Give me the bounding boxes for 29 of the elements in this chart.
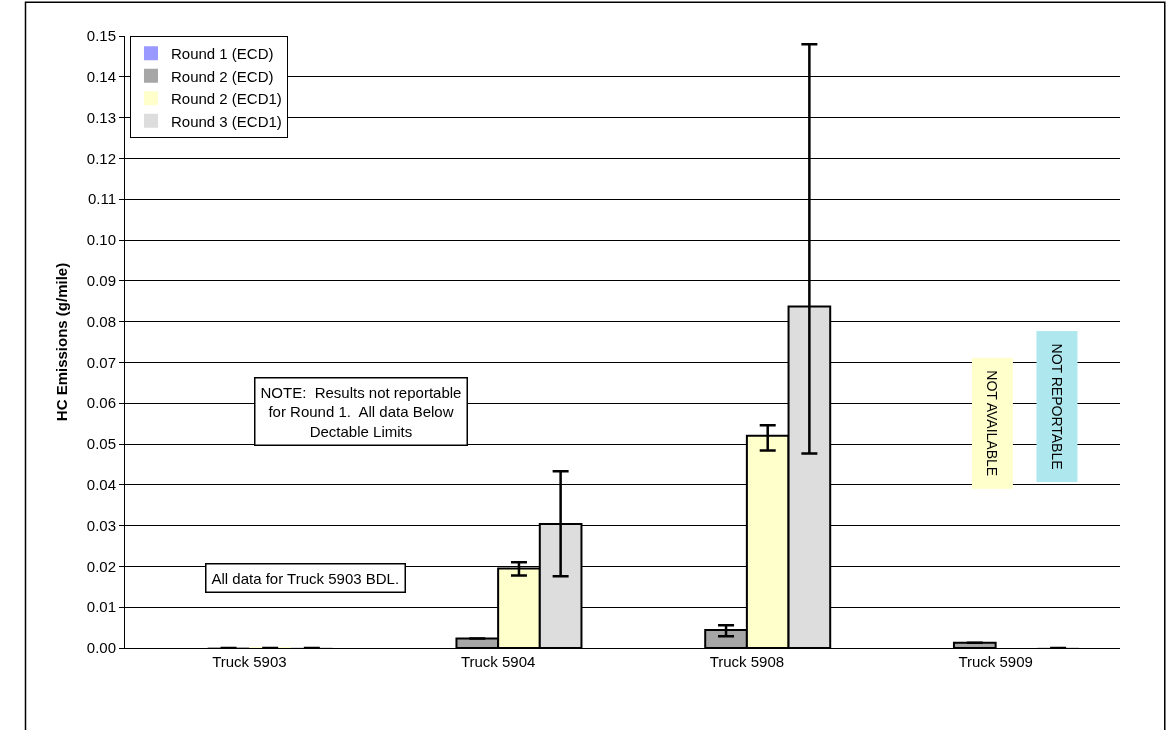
annotation: NOTE: Results not reportable for Round 1. All data Below Dectable Limits [260,383,462,440]
y-tick-label: 0.12 [86,149,116,167]
y-tick-label: 0.14 [86,68,116,86]
annotation: NOT REPORTABLE [1048,343,1065,470]
x-tick-label: Truck 5908 [709,653,785,670]
y-tick-label: 0.09 [86,272,116,290]
x-tick-label: Truck 5903 [212,653,287,670]
legend-label: Round 2 (ECD) [170,67,274,85]
y-axis-title: HC Emissions (g/mile) [53,262,71,422]
y-tick-label: 0.02 [86,557,116,575]
y-tick-label: 0.01 [86,598,116,616]
y-tick-label: 0.13 [86,108,116,126]
annotation: NOT AVAILABLE [984,370,1001,477]
y-tick-label: 0.08 [86,312,116,330]
y-tick-label: 0.03 [86,516,116,534]
y-tick-label: 0.06 [86,394,116,412]
y-tick-label: 0.04 [86,476,116,494]
x-tick-label: Truck 5909 [958,653,1033,670]
y-tick-label: 0.10 [86,231,116,249]
x-tick-label: Truck 5904 [460,653,536,670]
legend-label: Round 1 (ECD) [170,45,274,63]
legend-label: Round 2 (ECD1) [170,90,282,108]
y-tick-label: 0.11 [87,190,116,208]
annotation: All data for Truck 5903 BDL. [211,569,400,587]
y-tick-label: 0.15 [86,27,116,45]
y-tick-label: 0.00 [86,639,116,657]
y-tick-label: 0.05 [86,435,116,453]
legend-label: Round 3 (ECD1) [170,112,282,130]
y-tick-label: 0.07 [86,353,116,371]
